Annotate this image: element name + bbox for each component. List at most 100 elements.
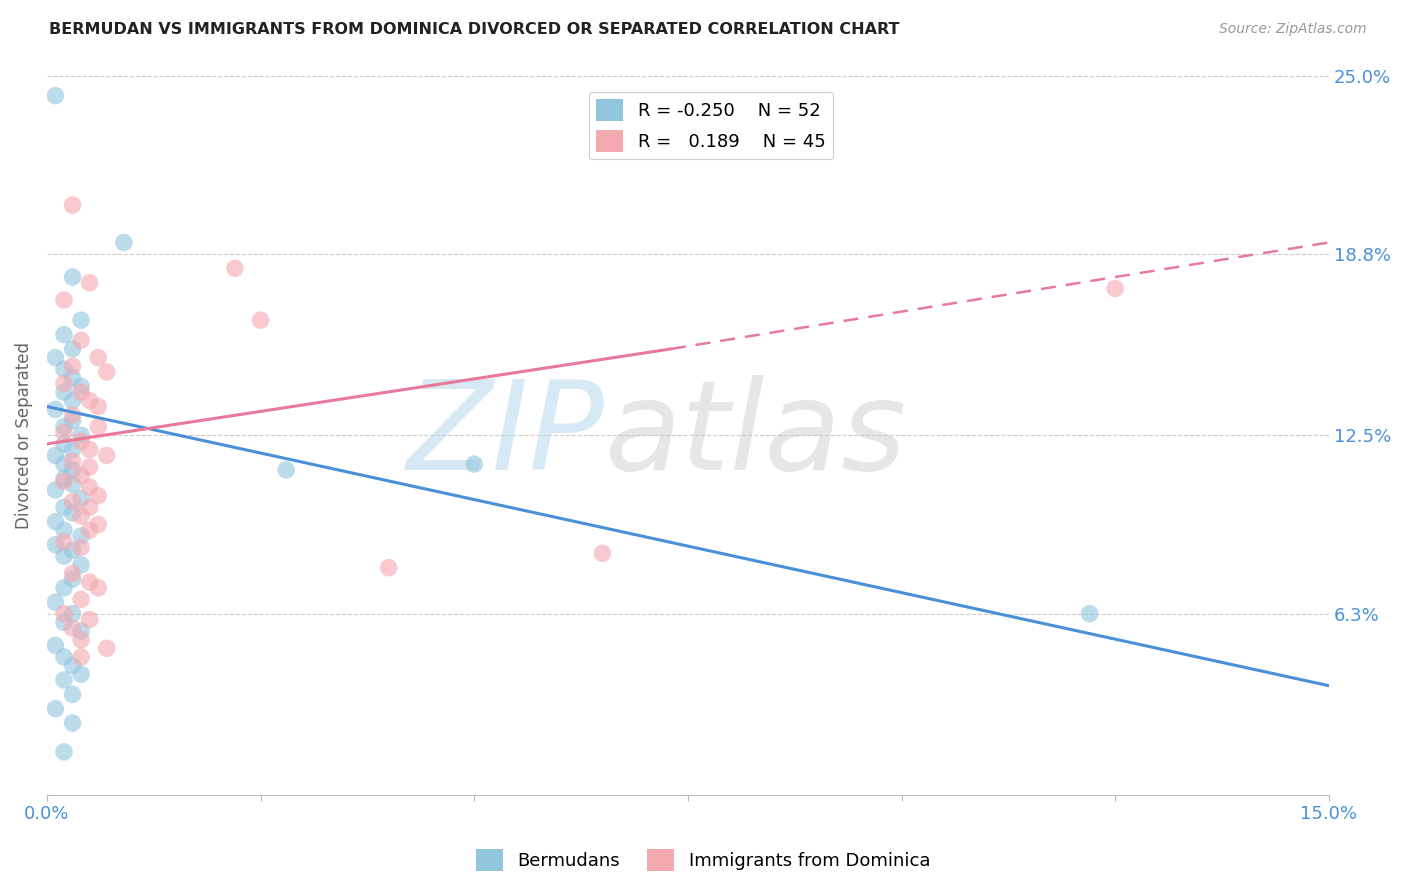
Point: [79, 613, 101, 627]
Point: [79, 459, 101, 474]
Point: [53, 607, 76, 621]
Point: [70, 468, 93, 483]
Point: [79, 480, 101, 494]
Point: [53, 327, 76, 342]
Point: [87, 581, 110, 595]
Point: [53, 419, 76, 434]
Point: [62, 494, 84, 508]
Point: [70, 313, 93, 327]
Point: [62, 566, 84, 581]
Point: [62, 442, 84, 457]
Point: [62, 393, 84, 408]
Point: [62, 414, 84, 428]
Point: [70, 541, 93, 555]
Point: [53, 362, 76, 376]
Point: [249, 313, 271, 327]
Text: BERMUDAN VS IMMIGRANTS FROM DOMINICA DIVORCED OR SEPARATED CORRELATION CHART: BERMUDAN VS IMMIGRANTS FROM DOMINICA DIV…: [49, 22, 900, 37]
Point: [70, 428, 93, 442]
Point: [44, 595, 66, 609]
Point: [44, 483, 66, 497]
Point: [70, 434, 93, 448]
Point: [70, 508, 93, 523]
Point: [62, 408, 84, 422]
Point: [62, 198, 84, 212]
Text: Source: ZipAtlas.com: Source: ZipAtlas.com: [1219, 22, 1367, 37]
Point: [62, 658, 84, 673]
Point: [62, 543, 84, 558]
Point: [70, 379, 93, 393]
Point: [70, 624, 93, 638]
Point: [79, 575, 101, 590]
Point: [70, 632, 93, 647]
Point: [44, 538, 66, 552]
Point: [62, 463, 84, 477]
Point: [53, 745, 76, 759]
Point: [53, 500, 76, 515]
Point: [62, 454, 84, 468]
Point: [591, 546, 613, 560]
Point: [53, 673, 76, 687]
Point: [53, 475, 76, 489]
Point: [53, 437, 76, 451]
Point: [463, 457, 485, 471]
Point: [44, 702, 66, 716]
Point: [62, 621, 84, 635]
Point: [70, 529, 93, 543]
Point: [44, 639, 66, 653]
Point: [62, 572, 84, 586]
Point: [53, 534, 76, 549]
Legend: R = -0.250    N = 52, R =   0.189    N = 45: R = -0.250 N = 52, R = 0.189 N = 45: [589, 92, 832, 160]
Point: [79, 442, 101, 457]
Y-axis label: Divorced or Separated: Divorced or Separated: [15, 342, 32, 529]
Point: [79, 523, 101, 537]
Point: [62, 716, 84, 731]
Point: [70, 592, 93, 607]
Point: [53, 457, 76, 471]
Point: [112, 235, 135, 250]
Point: [87, 351, 110, 365]
Point: [70, 334, 93, 348]
Point: [44, 351, 66, 365]
Point: [53, 549, 76, 564]
Legend: Bermudans, Immigrants from Dominica: Bermudans, Immigrants from Dominica: [468, 842, 938, 879]
Point: [44, 449, 66, 463]
Point: [62, 370, 84, 384]
Point: [62, 687, 84, 701]
Point: [53, 425, 76, 440]
Point: [53, 376, 76, 391]
Point: [96, 449, 118, 463]
Point: [70, 385, 93, 400]
Point: [70, 558, 93, 572]
Point: [53, 581, 76, 595]
Point: [53, 471, 76, 485]
Point: [53, 385, 76, 400]
Point: [70, 667, 93, 681]
Point: [62, 607, 84, 621]
Text: atlas: atlas: [605, 375, 907, 496]
Point: [87, 419, 110, 434]
Point: [62, 506, 84, 520]
Point: [79, 276, 101, 290]
Point: [79, 500, 101, 515]
Point: [62, 342, 84, 356]
Point: [44, 88, 66, 103]
Text: ZIP: ZIP: [406, 375, 605, 496]
Point: [70, 491, 93, 506]
Point: [96, 641, 118, 656]
Point: [87, 517, 110, 532]
Point: [53, 649, 76, 664]
Point: [62, 359, 84, 374]
Point: [70, 649, 93, 664]
Point: [44, 402, 66, 417]
Point: [53, 615, 76, 630]
Point: [62, 270, 84, 285]
Point: [276, 463, 298, 477]
Point: [377, 560, 399, 574]
Point: [79, 393, 101, 408]
Point: [53, 293, 76, 307]
Point: [87, 489, 110, 503]
Point: [53, 523, 76, 537]
Point: [224, 261, 246, 276]
Point: [62, 477, 84, 491]
Point: [1104, 281, 1126, 295]
